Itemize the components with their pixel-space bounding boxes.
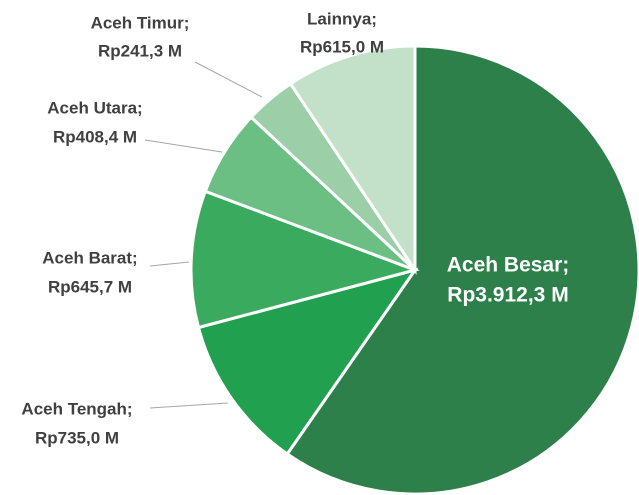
slice-value-label: Rp735,0 M — [35, 428, 119, 447]
slice-label: Lainnya; — [307, 9, 377, 28]
leader-line — [194, 61, 263, 98]
pie-slice — [196, 267, 419, 457]
pie-slice — [189, 189, 420, 330]
slice-value-label: Rp241,3 M — [98, 41, 182, 60]
leader-line — [149, 402, 229, 409]
slice-label: Aceh Besar; — [447, 254, 570, 277]
leader-line — [144, 139, 223, 153]
pie-slice — [288, 44, 417, 275]
slice-value-label: Rp645,7 M — [48, 277, 132, 296]
slice-label: Aceh Barat; — [42, 248, 137, 267]
pie-slice — [285, 44, 639, 495]
slice-value-label: Rp408,4 M — [53, 127, 137, 146]
slice-label: Aceh Utara; — [47, 98, 142, 117]
leader-line — [149, 261, 190, 267]
slice-label: Aceh Timur; — [91, 13, 190, 32]
slice-value-label: Rp615,0 M — [300, 37, 384, 56]
slice-value-label: Rp3.912,3 M — [447, 284, 568, 307]
slice-label: Aceh Tengah; — [21, 399, 132, 418]
